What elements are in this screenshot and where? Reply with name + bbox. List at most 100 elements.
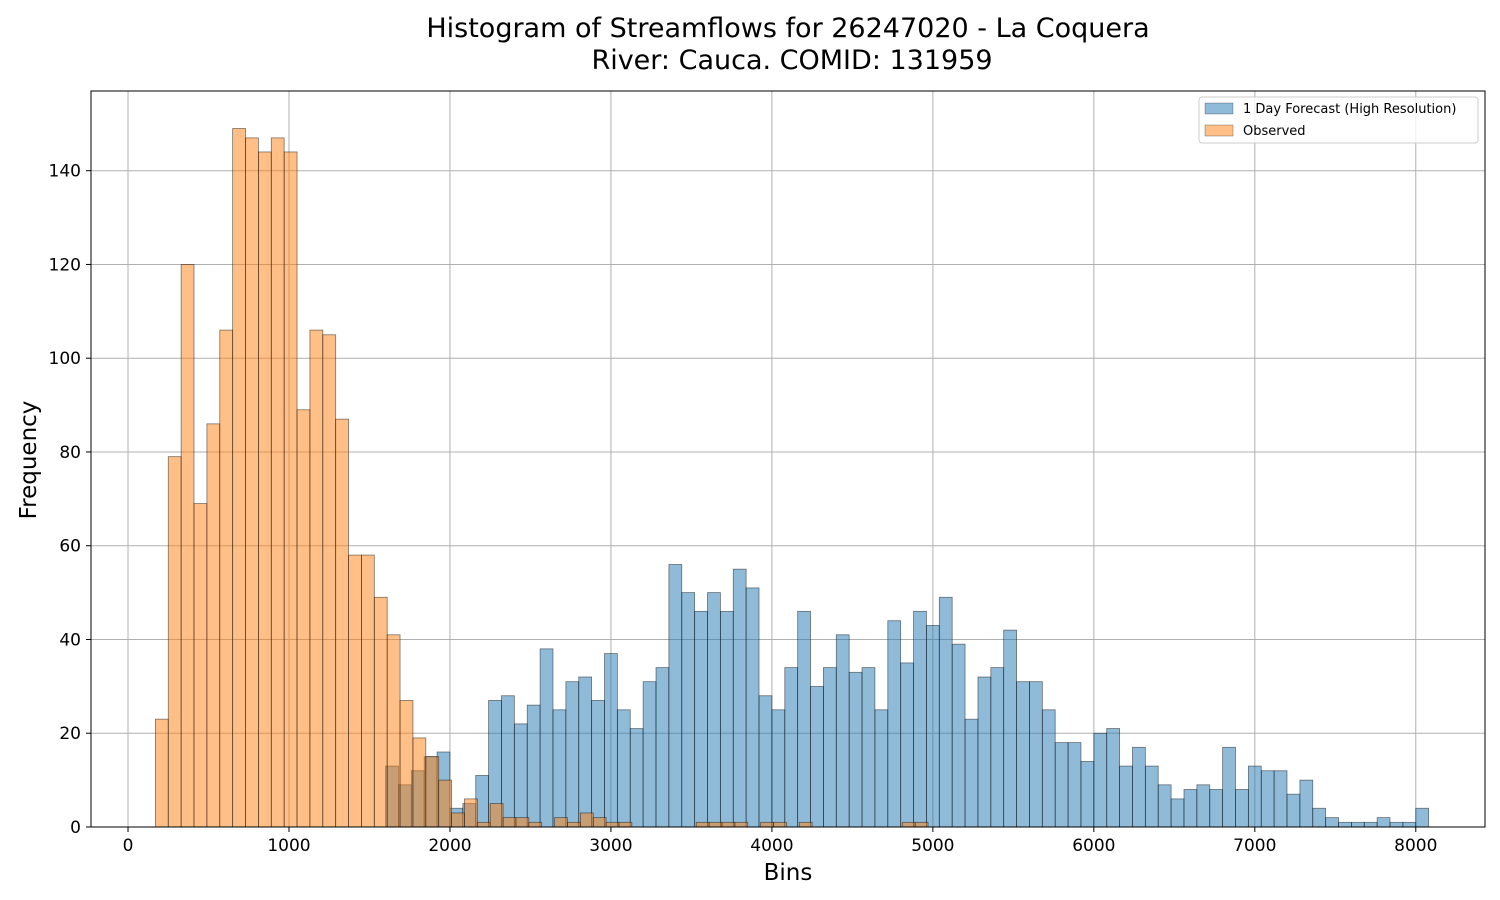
y-tick-label: 120 bbox=[49, 255, 81, 275]
histogram-bar bbox=[990, 667, 1005, 828]
histogram-bar bbox=[180, 264, 195, 828]
y-tick-label: 60 bbox=[59, 537, 81, 557]
histogram-bar bbox=[977, 676, 992, 828]
histogram-bar bbox=[835, 634, 850, 828]
histogram-bar bbox=[386, 634, 401, 828]
histogram-bar bbox=[425, 756, 440, 828]
histogram-bar bbox=[348, 554, 362, 828]
histogram-bar bbox=[552, 709, 567, 828]
x-tick-label: 6000 bbox=[1072, 836, 1115, 856]
histogram-bar bbox=[476, 821, 491, 828]
histogram-bar bbox=[1144, 765, 1159, 828]
histogram-bar bbox=[1363, 821, 1378, 828]
histogram-bar bbox=[309, 329, 324, 828]
x-tick-label: 5000 bbox=[911, 836, 954, 856]
histogram-bar bbox=[399, 700, 414, 828]
y-tick-label: 100 bbox=[49, 349, 81, 369]
histogram-bar bbox=[1029, 681, 1043, 828]
axis-ticks: 0 1000 2000 3000 4000 5000 6000 7000 8000 0 20 40 60… bbox=[49, 162, 1438, 856]
histogram-bar bbox=[721, 821, 736, 828]
histogram-bar bbox=[734, 821, 749, 828]
histogram-bar bbox=[719, 610, 734, 828]
histogram-bar bbox=[567, 821, 581, 828]
histogram-bar bbox=[618, 821, 633, 828]
histogram-bar bbox=[1016, 681, 1030, 828]
legend-swatch-forecast bbox=[1204, 102, 1234, 115]
histogram-bar bbox=[539, 648, 554, 828]
x-tick-label: 3000 bbox=[589, 836, 632, 856]
histogram-bar bbox=[489, 803, 504, 828]
histogram-bar bbox=[1376, 817, 1391, 828]
histogram-bar bbox=[681, 592, 696, 828]
legend: 1 Day Forecast (High Resolution) Observe… bbox=[1198, 96, 1479, 144]
histogram-bar bbox=[695, 821, 710, 828]
histogram-bar bbox=[579, 812, 594, 828]
histogram-bar bbox=[1389, 821, 1404, 828]
histogram-bar bbox=[1286, 793, 1301, 828]
histogram-bar bbox=[1054, 742, 1069, 828]
histogram-bar bbox=[245, 137, 259, 828]
histogram-bar bbox=[901, 821, 916, 828]
histogram-bar bbox=[270, 137, 285, 828]
histogram-bar bbox=[810, 685, 824, 828]
histogram-bar bbox=[1235, 789, 1249, 828]
histogram-bar bbox=[578, 676, 593, 828]
histogram-bar bbox=[335, 418, 349, 828]
histogram-bar bbox=[554, 817, 568, 828]
histogram-bar bbox=[616, 709, 631, 828]
x-tick-label: 0 bbox=[123, 836, 134, 856]
histogram-bar bbox=[1067, 742, 1082, 828]
x-axis-label: Bins bbox=[764, 860, 813, 886]
histogram-bar bbox=[464, 798, 478, 828]
histogram-bar bbox=[1325, 817, 1339, 828]
histogram-bar bbox=[1222, 746, 1236, 828]
histogram-bar bbox=[502, 817, 517, 828]
x-tick-label: 2000 bbox=[428, 836, 471, 856]
histogram-bar bbox=[1312, 807, 1327, 828]
histogram-bar bbox=[1247, 765, 1262, 828]
histogram-bar bbox=[232, 128, 246, 828]
histogram-bar bbox=[1093, 732, 1108, 828]
histogram-bar bbox=[154, 718, 169, 828]
histogram-bar bbox=[438, 779, 452, 828]
y-tick-label: 80 bbox=[59, 443, 81, 463]
histogram-bar bbox=[515, 817, 530, 828]
histogram-bar bbox=[1003, 629, 1017, 828]
histogram-bar bbox=[694, 610, 708, 828]
y-axis-label: Frequency bbox=[16, 401, 42, 520]
chart-title-line2: River: Cauca. COMID: 131959 bbox=[591, 45, 992, 76]
histogram-bar bbox=[926, 625, 940, 828]
y-tick-label: 40 bbox=[59, 630, 81, 650]
histogram-bar bbox=[322, 334, 337, 828]
histogram-bar bbox=[874, 709, 889, 828]
histogram-bar bbox=[708, 821, 723, 828]
histogram-bar bbox=[1196, 784, 1211, 828]
histogram-bar bbox=[526, 704, 541, 828]
histogram-bar bbox=[1080, 760, 1095, 828]
histogram-bar bbox=[732, 568, 747, 828]
histogram-bar bbox=[513, 723, 528, 828]
histogram-bar bbox=[900, 662, 914, 828]
histogram-bar bbox=[951, 643, 966, 828]
series-0 bbox=[385, 564, 1430, 828]
legend-label-observed: Observed bbox=[1243, 124, 1306, 139]
histogram-bar bbox=[771, 709, 786, 828]
histogram-bar bbox=[745, 587, 760, 828]
histogram-bar bbox=[604, 653, 618, 828]
histogram-bar bbox=[1170, 798, 1185, 828]
y-tick-label: 20 bbox=[59, 724, 81, 744]
histogram-bar bbox=[565, 681, 580, 828]
histogram-bar bbox=[1338, 821, 1352, 828]
histogram-bar bbox=[848, 671, 863, 828]
histogram-bar bbox=[707, 592, 721, 828]
histogram-bar bbox=[914, 821, 929, 828]
y-tick-label: 140 bbox=[49, 162, 81, 182]
legend-swatch-observed bbox=[1204, 124, 1234, 137]
histogram-bar bbox=[1260, 770, 1275, 828]
histogram-bar bbox=[219, 329, 234, 828]
histogram-bar bbox=[758, 695, 773, 828]
legend-box bbox=[1198, 96, 1479, 144]
histogram-bar bbox=[938, 596, 953, 828]
histogram-bar bbox=[668, 564, 683, 828]
